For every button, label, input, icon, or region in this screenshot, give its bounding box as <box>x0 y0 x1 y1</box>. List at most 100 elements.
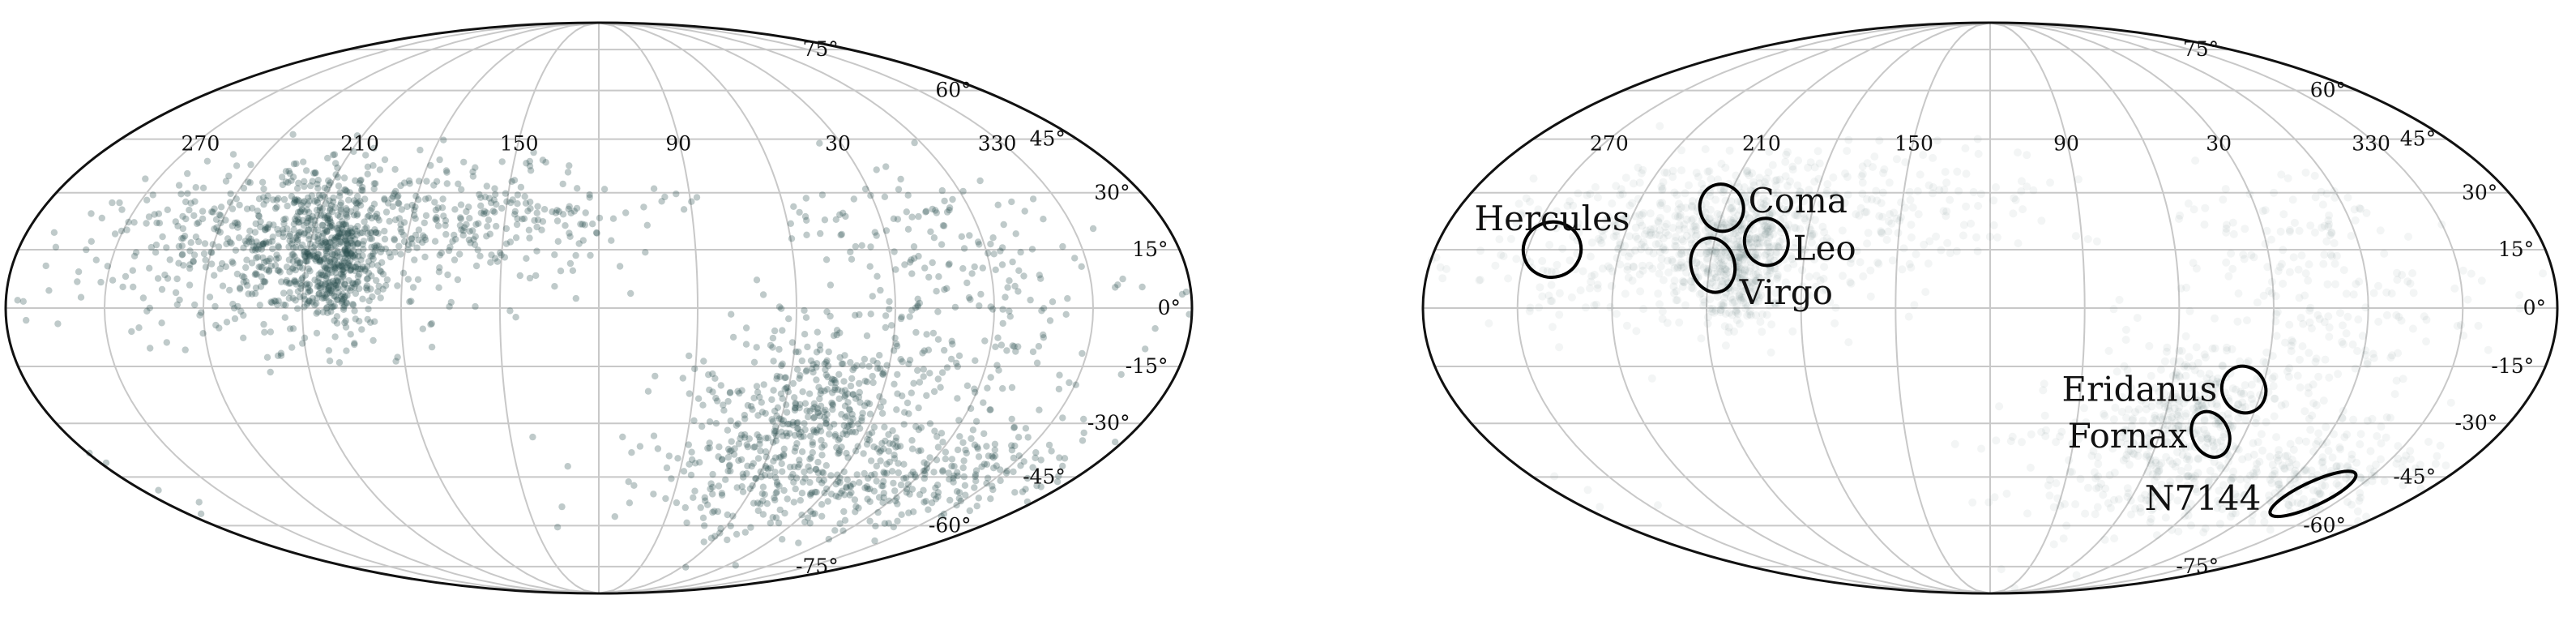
data-point <box>762 409 769 418</box>
data-point <box>946 204 954 212</box>
data-point <box>953 359 960 366</box>
data-point <box>458 226 465 233</box>
data-point <box>951 303 959 311</box>
data-point <box>400 238 408 246</box>
data-point <box>841 402 849 409</box>
data-point <box>1763 272 1772 281</box>
data-point <box>811 488 818 496</box>
data-point <box>1059 462 1066 470</box>
data-point <box>1741 260 1749 269</box>
data-point <box>1916 170 1925 179</box>
data-point <box>939 467 946 474</box>
data-point <box>934 308 942 315</box>
data-point <box>339 250 347 258</box>
data-point <box>1968 498 1977 507</box>
data-point <box>1497 251 1506 259</box>
data-point <box>304 289 312 296</box>
data-point <box>352 289 360 298</box>
data-point <box>2071 232 2080 241</box>
data-point <box>119 283 126 291</box>
data-point <box>477 202 485 209</box>
data-point <box>974 238 982 246</box>
data-point <box>860 450 867 457</box>
data-point <box>1751 263 1760 272</box>
data-point <box>818 436 825 444</box>
data-point <box>1703 267 1712 276</box>
data-point <box>2187 521 2195 530</box>
data-point <box>339 259 346 267</box>
data-point <box>217 203 225 211</box>
data-point <box>421 253 429 261</box>
data-point <box>371 226 378 233</box>
data-point <box>731 445 738 452</box>
data-point <box>2317 490 2325 499</box>
data-point <box>1942 212 1950 221</box>
data-point <box>297 244 305 251</box>
data-point <box>1734 253 1743 262</box>
data-point <box>1773 272 1782 281</box>
data-point <box>781 509 788 517</box>
data-point <box>801 420 808 427</box>
data-point <box>1952 246 1961 255</box>
data-point <box>331 281 339 289</box>
data-point <box>1642 226 1651 235</box>
data-point <box>289 258 297 265</box>
data-point <box>208 260 216 268</box>
data-point <box>769 514 776 521</box>
data-point <box>363 276 371 283</box>
data-point <box>202 256 209 263</box>
data-point <box>987 495 994 503</box>
data-point <box>2039 386 2048 395</box>
data-point <box>737 435 744 443</box>
data-point <box>311 233 318 241</box>
data-point <box>234 224 241 231</box>
data-point <box>2196 435 2205 444</box>
data-point <box>2441 461 2450 470</box>
data-point <box>1033 359 1041 366</box>
data-point <box>269 245 276 253</box>
data-point <box>363 224 370 231</box>
data-point <box>256 242 263 249</box>
data-point <box>391 235 398 242</box>
data-point <box>1008 447 1016 454</box>
data-point <box>319 272 327 279</box>
data-point <box>303 206 310 213</box>
data-point <box>2277 170 2286 179</box>
latitude-tick-label: 75° <box>802 37 838 61</box>
data-point <box>235 234 243 242</box>
data-point <box>1692 258 1701 267</box>
data-point <box>467 239 474 246</box>
data-point <box>305 215 313 222</box>
data-point <box>806 478 814 486</box>
data-point <box>889 440 897 448</box>
data-point <box>1810 255 1819 263</box>
data-point <box>929 205 936 213</box>
data-point <box>301 182 308 191</box>
data-point <box>186 206 193 214</box>
data-point <box>1675 318 1684 327</box>
data-point <box>771 454 780 461</box>
data-point <box>754 388 762 396</box>
data-point <box>706 444 713 452</box>
data-point <box>826 423 834 431</box>
data-point <box>1753 235 1762 244</box>
data-point <box>1658 186 1667 195</box>
data-point <box>2014 148 2022 157</box>
data-point <box>2285 225 2294 234</box>
data-point <box>1654 216 1663 225</box>
data-point <box>1823 180 1832 189</box>
data-point <box>375 282 382 290</box>
data-point <box>798 448 806 456</box>
data-point <box>212 216 220 223</box>
data-point <box>877 286 884 294</box>
data-point <box>1819 286 1828 295</box>
data-point <box>858 242 865 249</box>
data-point <box>1681 189 1690 198</box>
data-point <box>1718 280 1727 289</box>
data-point <box>340 221 347 229</box>
data-point <box>243 240 250 247</box>
data-point <box>285 280 293 287</box>
data-point <box>830 332 838 340</box>
data-point <box>1686 276 1695 285</box>
data-point <box>801 474 809 482</box>
